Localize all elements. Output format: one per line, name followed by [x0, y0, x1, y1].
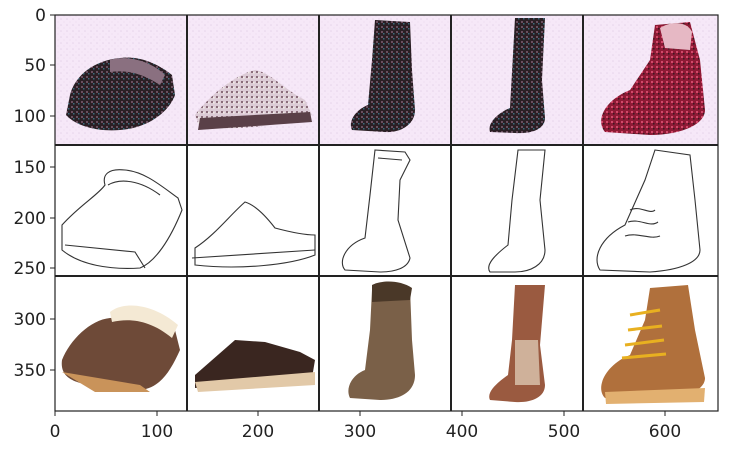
y-tick-label: 150 — [14, 158, 46, 178]
generated-row — [55, 15, 718, 145]
photo-tall-boot-image — [348, 281, 415, 400]
generated-tall-boot-image — [350, 20, 415, 133]
sketch-tall-boot-image — [341, 149, 411, 273]
sketch-sandal-image — [191, 201, 316, 268]
y-tick-label: 50 — [24, 56, 46, 76]
edge-sketch-row — [61, 149, 701, 273]
x-tick-label: 100 — [141, 422, 173, 442]
y-tick-label: 200 — [14, 209, 46, 229]
photo-sandal-image — [195, 340, 315, 392]
photo-clog-image — [61, 305, 180, 392]
sketch-hiking-boot-image — [596, 149, 701, 273]
x-tick-label: 0 — [50, 422, 61, 442]
x-tick-label: 600 — [649, 422, 681, 442]
x-tick-label: 400 — [446, 422, 478, 442]
image-grid — [54, 14, 719, 412]
generated-sandal-image — [195, 70, 312, 130]
y-axis: 0 50 100 150 200 250 300 350 — [14, 6, 55, 381]
generated-cowboy-boot-image — [489, 18, 545, 134]
y-tick-label: 100 — [14, 107, 46, 127]
y-tick-label: 350 — [14, 361, 46, 381]
photo-hiking-boot-image — [601, 285, 705, 404]
x-tick-label: 300 — [344, 422, 376, 442]
x-tick-label: 200 — [242, 422, 274, 442]
generated-hiking-boot-image — [601, 22, 705, 135]
photo-cowboy-boot-image — [489, 285, 545, 403]
generated-clog-image — [66, 57, 175, 131]
real-photo-row — [61, 281, 705, 404]
sketch-clog-image — [61, 169, 183, 269]
y-tick-label: 250 — [14, 259, 46, 279]
grid-dividers — [55, 15, 718, 411]
x-tick-label: 500 — [548, 422, 580, 442]
y-tick-label: 0 — [35, 6, 46, 26]
sketch-cowboy-boot-image — [488, 149, 546, 273]
x-axis: 0 100 200 300 400 500 600 — [50, 411, 681, 442]
y-tick-label: 300 — [14, 310, 46, 330]
